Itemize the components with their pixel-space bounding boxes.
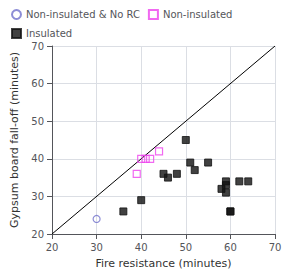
svg-text:Insulated: Insulated bbox=[26, 28, 72, 39]
svg-text:Non-insulated: Non-insulated bbox=[163, 9, 233, 20]
svg-text:50: 50 bbox=[31, 116, 44, 127]
svg-text:Fire resistance (minutes): Fire resistance (minutes) bbox=[95, 257, 231, 270]
svg-text:70: 70 bbox=[31, 41, 44, 52]
svg-text:Non-insulated & No RC: Non-insulated & No RC bbox=[26, 9, 140, 20]
svg-text:20: 20 bbox=[46, 242, 59, 253]
svg-text:60: 60 bbox=[224, 242, 237, 253]
svg-text:20: 20 bbox=[31, 229, 44, 240]
svg-text:30: 30 bbox=[90, 242, 103, 253]
svg-text:30: 30 bbox=[31, 191, 44, 202]
svg-text:70: 70 bbox=[269, 242, 282, 253]
svg-text:40: 40 bbox=[135, 242, 148, 253]
svg-text:50: 50 bbox=[179, 242, 192, 253]
svg-text:Gypsum board fall-off (minutes: Gypsum board fall-off (minutes) bbox=[8, 52, 21, 228]
svg-text:40: 40 bbox=[31, 153, 44, 164]
svg-text:60: 60 bbox=[31, 78, 44, 89]
